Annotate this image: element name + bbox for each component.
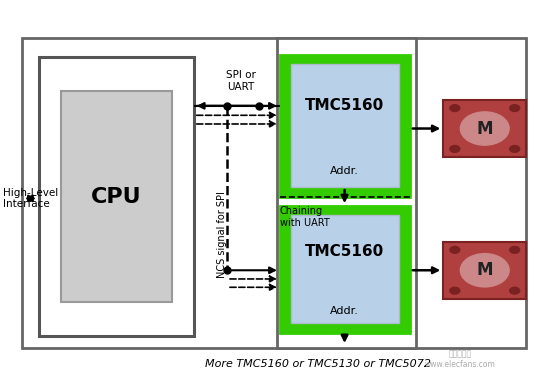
- Circle shape: [510, 246, 520, 253]
- Text: TMC5160: TMC5160: [305, 244, 384, 259]
- Bar: [443, 100, 526, 157]
- Text: Chaining
with UART: Chaining with UART: [280, 206, 330, 228]
- Text: 电子发烧友
www.elecfans.com: 电子发烧友 www.elecfans.com: [424, 349, 495, 369]
- Text: CPU: CPU: [91, 187, 142, 206]
- Circle shape: [460, 254, 509, 287]
- Bar: [280, 55, 410, 197]
- Text: M: M: [476, 261, 493, 279]
- Bar: [39, 57, 194, 336]
- Text: High-Level
Interface: High-Level Interface: [3, 187, 58, 209]
- Circle shape: [510, 287, 520, 294]
- Text: Addr.: Addr.: [330, 166, 359, 176]
- Circle shape: [450, 287, 460, 294]
- Circle shape: [510, 105, 520, 112]
- Bar: [22, 38, 526, 348]
- Circle shape: [450, 105, 460, 112]
- Text: TMC5160: TMC5160: [305, 98, 384, 113]
- Bar: [277, 38, 416, 348]
- Bar: [443, 242, 526, 299]
- Text: M: M: [476, 119, 493, 138]
- Circle shape: [450, 146, 460, 152]
- Text: Addr.: Addr.: [330, 306, 359, 316]
- Text: SPI or
UART: SPI or UART: [226, 70, 256, 91]
- Circle shape: [510, 146, 520, 152]
- Bar: [61, 91, 172, 302]
- Bar: [291, 64, 399, 187]
- Bar: [291, 215, 399, 323]
- Text: More TMC5160 or TMC5130 or TMC5072: More TMC5160 or TMC5130 or TMC5072: [205, 359, 431, 369]
- Circle shape: [460, 112, 509, 145]
- Circle shape: [450, 246, 460, 253]
- Bar: [280, 206, 410, 333]
- Text: NCS signal for SPI: NCS signal for SPI: [217, 191, 227, 278]
